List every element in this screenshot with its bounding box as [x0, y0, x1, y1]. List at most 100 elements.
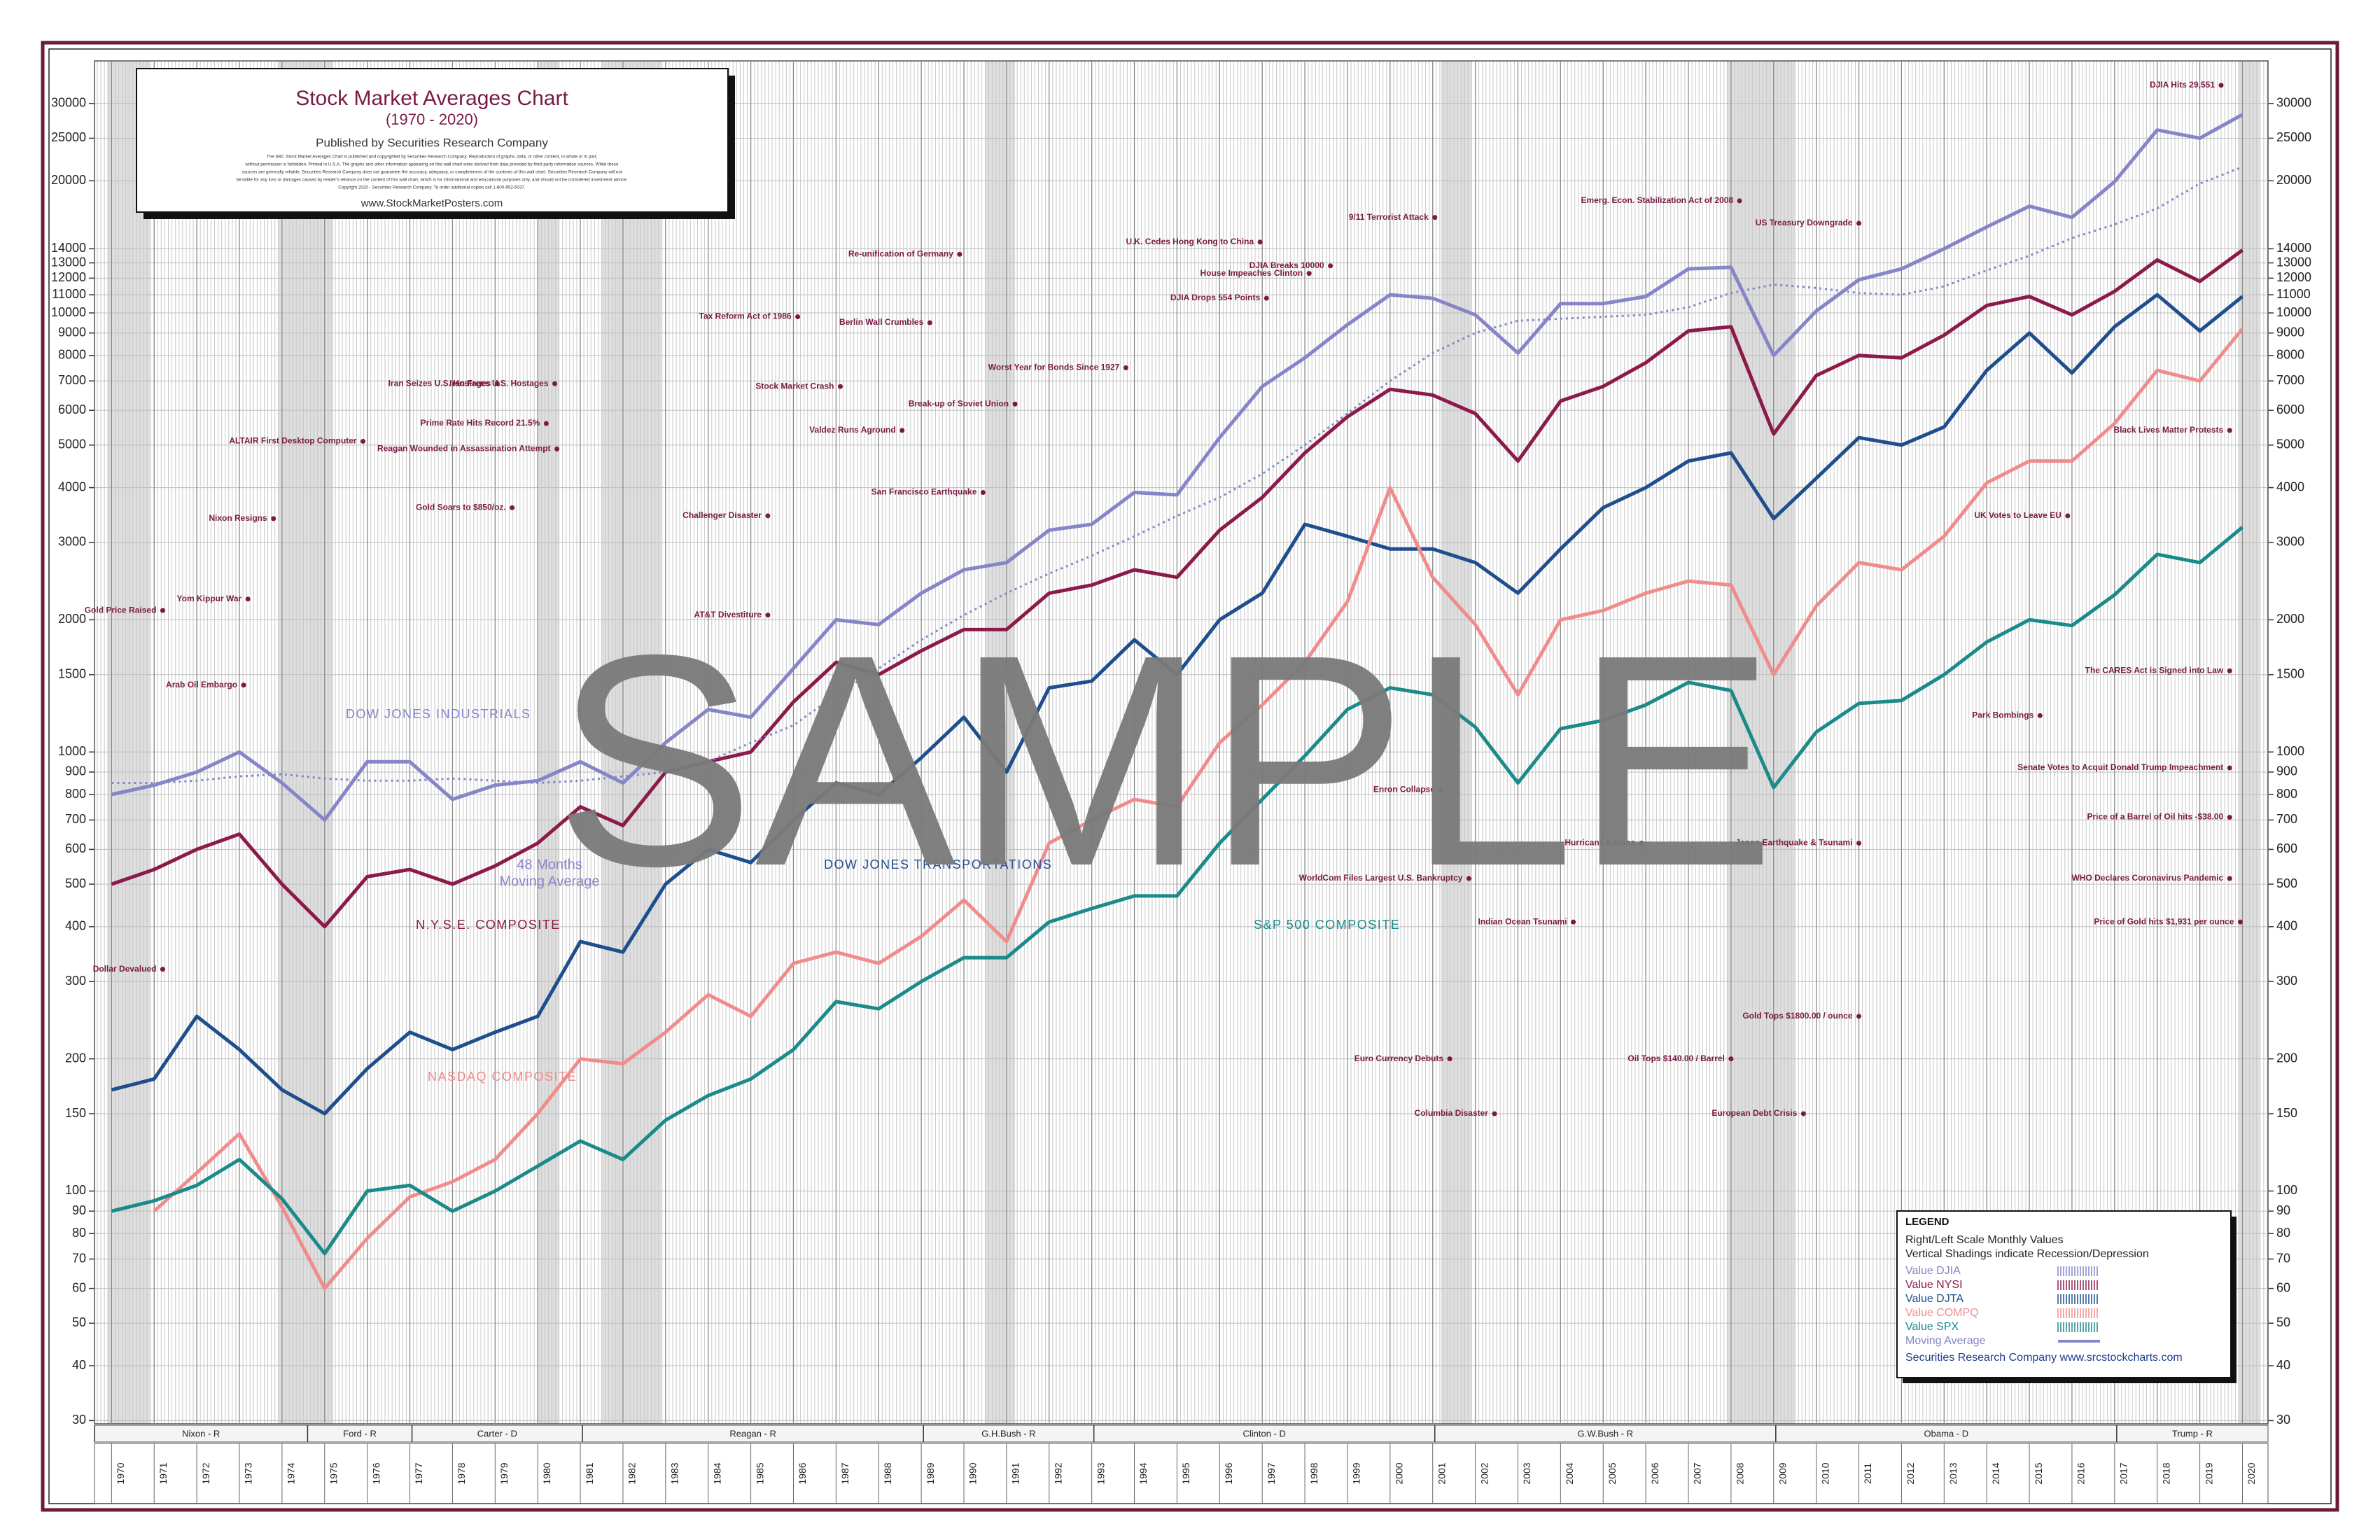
event-label: Hurricane Katrina — [1564, 838, 1635, 848]
legend-label: Value COMPQ — [1905, 1307, 1979, 1319]
event-label: ALTAIR First Desktop Computer — [229, 436, 357, 446]
x-tick-label: 1992 — [1052, 1462, 1063, 1484]
event-label: Re-unification of Germany — [848, 248, 953, 258]
x-tick-label: 1973 — [243, 1462, 254, 1484]
event-label: Columbia Disaster — [1415, 1108, 1489, 1118]
y-tick-label-right: 300 — [2276, 974, 2297, 988]
y-tick-label-right: 1000 — [2276, 744, 2304, 758]
x-tick-label: 1987 — [839, 1462, 850, 1484]
x-tick-label: 2006 — [1649, 1462, 1660, 1484]
x-tick-label: 1991 — [1010, 1462, 1021, 1484]
series-line — [111, 248, 2244, 929]
x-tick-label: 2002 — [1478, 1462, 1490, 1484]
y-tick-label: 3000 — [58, 535, 86, 549]
x-tick-label: 1981 — [584, 1462, 595, 1484]
disclaimer: Copyright 2020 - Securities Research Com… — [338, 186, 526, 190]
x-tick-label: 2015 — [2033, 1462, 2044, 1484]
event-label: Oil Tops $140.00 / Barrel — [1628, 1054, 1725, 1063]
y-tick-label-right: 30 — [2276, 1413, 2290, 1427]
event-label: The CARES Act is Signed into Law — [2085, 666, 2224, 676]
y-tick-label: 1000 — [58, 744, 86, 758]
event-label: Price of a Barrel of Oil hits -$38.00 — [2087, 812, 2223, 822]
y-tick-label-right: 12000 — [2276, 270, 2311, 284]
event-label: Senate Votes to Acquit Donald Trump Impe… — [2017, 762, 2223, 772]
y-tick-label: 900 — [65, 764, 86, 778]
event-dot — [927, 320, 932, 326]
president-label: Clinton - D — [1243, 1428, 1286, 1438]
x-tick-label: 1988 — [882, 1462, 893, 1484]
y-tick-label: 5000 — [58, 438, 86, 451]
event-label: Prime Rate Hits Record 21.5% — [421, 418, 540, 428]
y-tick-label: 7000 — [58, 373, 86, 387]
y-tick-label-right: 400 — [2276, 919, 2297, 933]
legend-footer: Securities Research Company www.srcstock… — [1905, 1352, 2183, 1364]
series-line — [111, 113, 2244, 822]
y-tick-label-right: 70 — [2276, 1251, 2290, 1265]
y-tick-label: 30000 — [51, 96, 86, 110]
legend-title: LEGEND — [1905, 1216, 1949, 1228]
recession-shading — [277, 61, 333, 1424]
event-dot — [957, 251, 962, 257]
event-dot — [1737, 198, 1742, 204]
year-band — [94, 1443, 2269, 1504]
y-tick-label: 80 — [72, 1226, 86, 1240]
x-tick-label: 1999 — [1351, 1462, 1362, 1484]
y-tick-label-right: 1500 — [2276, 667, 2304, 681]
x-tick-label: 1993 — [1095, 1462, 1106, 1484]
event-dot — [1856, 220, 1862, 226]
event-label: House Impeaches Clinton — [1200, 268, 1303, 278]
event-label: Japan Earthquake & Tsunami — [1735, 838, 1852, 848]
event-dot — [245, 596, 251, 602]
y-tick-label-right: 600 — [2276, 841, 2297, 855]
event-dot — [1328, 263, 1334, 269]
series-line — [111, 526, 2244, 1256]
event-dot — [1012, 401, 1018, 407]
event-dot — [510, 505, 515, 510]
x-tick-label: 1974 — [286, 1462, 297, 1484]
y-tick-label-right: 40 — [2276, 1358, 2290, 1372]
event-label: DJIA Drops 554 Points — [1170, 293, 1261, 302]
event-dot — [160, 608, 165, 613]
event-label: UK Votes to Leave EU — [1974, 510, 2061, 520]
series-label: N.Y.S.E. COMPOSITE — [416, 918, 561, 932]
event-label: US Treasury Downgrade — [1756, 218, 1853, 227]
event-dot — [271, 516, 276, 522]
president-label: Carter - D — [477, 1428, 517, 1438]
y-tick-label: 8000 — [58, 348, 86, 362]
event-label: Arab Oil Embargo — [166, 680, 237, 690]
event-dot — [2227, 765, 2232, 771]
event-label: Price of Gold hits $1,931 per ounce — [2094, 916, 2234, 926]
disclaimer: The SRC Stock Market Averages Chart is p… — [267, 155, 598, 160]
series-label: S&P 500 COMPOSITE — [1254, 918, 1400, 932]
x-tick-label: 2019 — [2203, 1462, 2214, 1484]
y-tick-label-right: 14000 — [2276, 241, 2311, 255]
y-tick-label-right: 700 — [2276, 812, 2297, 826]
event-dot — [552, 381, 558, 386]
disclaimer: without permission is forbidden. Printed… — [245, 162, 619, 167]
publisher: Published by Securities Research Company — [316, 136, 548, 149]
x-tick-label: 2020 — [2246, 1462, 2257, 1484]
x-tick-label: 2004 — [1564, 1462, 1575, 1484]
event-label: Iran Seizes U.S. Hostages — [388, 378, 491, 388]
y-tick-label: 4000 — [58, 479, 86, 493]
y-tick-label-right: 90 — [2276, 1203, 2290, 1217]
legend-note: Right/Left Scale Monthly Values — [1905, 1234, 2064, 1246]
x-tick-label: 2008 — [1735, 1462, 1746, 1484]
event-label: Euro Currency Debuts — [1354, 1054, 1444, 1063]
series-line — [111, 293, 2244, 1116]
president-label: G.H.Bush - R — [981, 1428, 1035, 1438]
y-tick-label: 6000 — [58, 402, 86, 416]
event-dot — [1856, 840, 1862, 846]
y-tick-label: 14000 — [51, 241, 86, 255]
event-label: Emerg. Econ. Stabilization Act of 2008 — [1581, 195, 1733, 205]
moving-average-line — [111, 166, 2244, 784]
x-tick-label: 1990 — [967, 1462, 979, 1484]
legend-label: Value NYSI — [1905, 1279, 1963, 1291]
y-tick-label-right: 10000 — [2276, 305, 2311, 319]
y-tick-label: 2000 — [58, 612, 86, 626]
disclaimer: sources are generally reliable, Securiti… — [241, 170, 622, 175]
event-dot — [837, 384, 843, 389]
x-tick-label: 2007 — [1692, 1462, 1703, 1484]
x-tick-label: 2009 — [1777, 1462, 1788, 1484]
